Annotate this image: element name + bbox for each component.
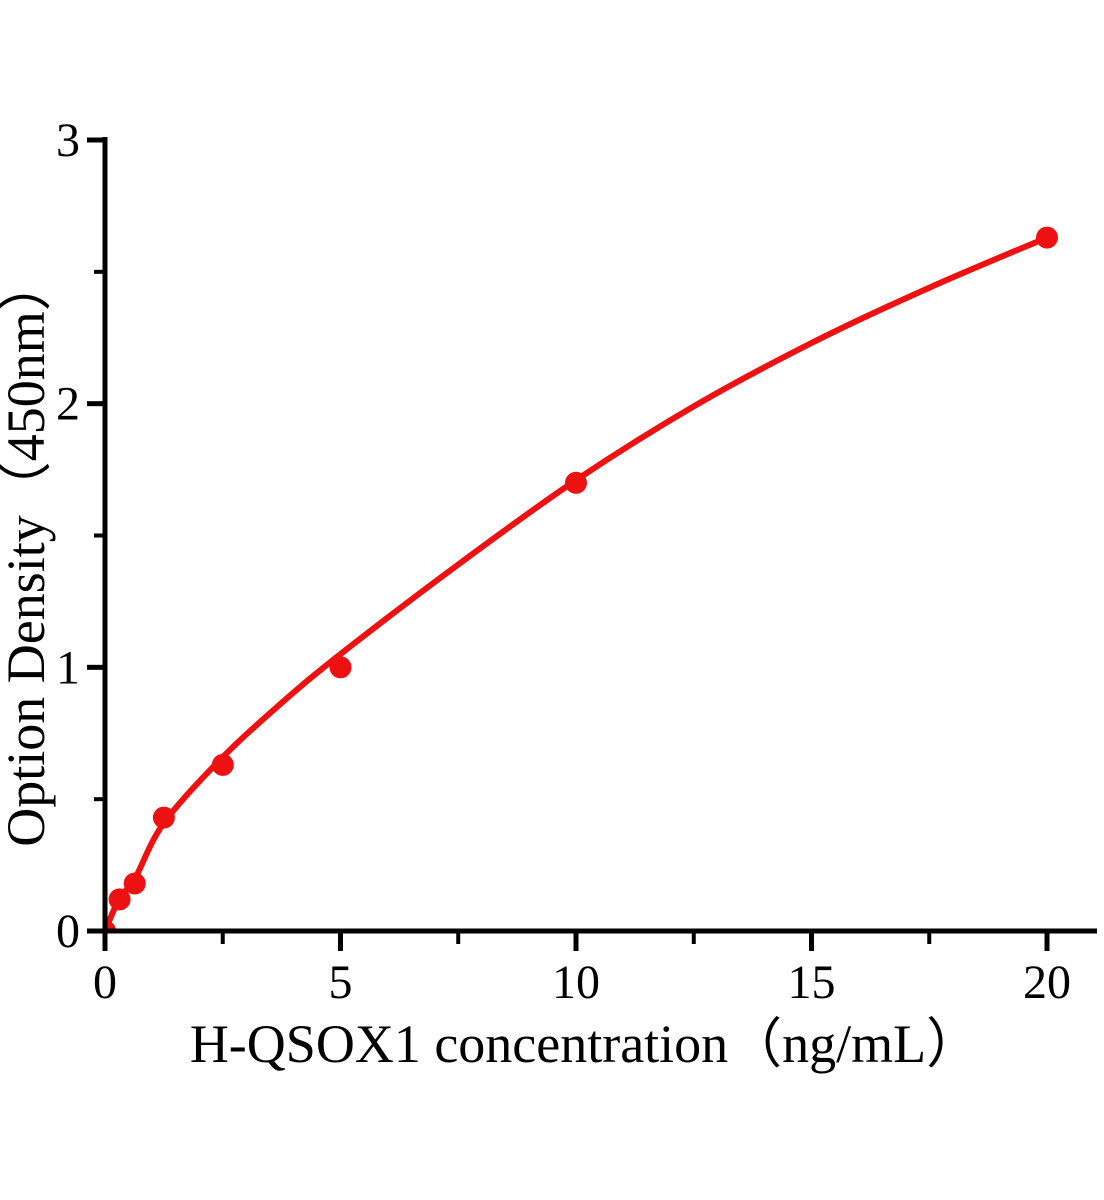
x-tick-label: 0 xyxy=(93,956,117,1009)
data-point xyxy=(152,806,175,829)
y-tick-label: 0 xyxy=(56,905,80,958)
data-point xyxy=(565,471,587,494)
data-point xyxy=(211,753,234,776)
y-tick-label: 1 xyxy=(56,641,80,694)
labels-layer: 0 5 10 15 20 0 1 2 3 H-QSOX1 concentration（ng/mL）… xyxy=(0,114,1071,1074)
data-point xyxy=(123,872,146,895)
fitted-curve-line xyxy=(105,234,1050,931)
y-axis-title: Option Density（450nm） xyxy=(0,257,56,847)
x-tick-label: 10 xyxy=(552,956,600,1009)
x-tick-label: 20 xyxy=(1023,956,1071,1009)
data-point xyxy=(329,656,352,679)
data-point xyxy=(105,920,116,931)
y-tick-label: 2 xyxy=(56,378,80,431)
axes-layer xyxy=(87,137,1097,951)
x-tick-label: 15 xyxy=(788,956,836,1009)
x-tick-label: 5 xyxy=(329,956,353,1009)
data-point xyxy=(108,888,131,911)
data-point xyxy=(1036,226,1058,249)
y-tick-label: 3 xyxy=(56,114,80,167)
data-layer xyxy=(105,226,1058,931)
x-axis-title: H-QSOX1 concentration（ng/mL） xyxy=(190,1014,980,1074)
